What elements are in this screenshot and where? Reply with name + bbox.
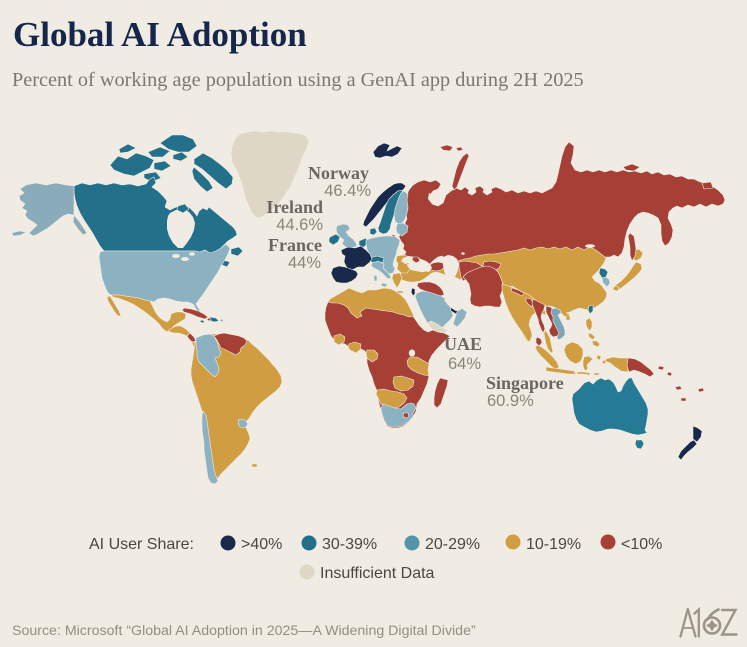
- svg-text:46.4%: 46.4%: [324, 182, 371, 200]
- svg-text:44.6%: 44.6%: [276, 216, 323, 234]
- svg-text:44%: 44%: [288, 254, 321, 272]
- svg-text:>40%: >40%: [241, 536, 282, 553]
- svg-text:Insufficient Data: Insufficient Data: [320, 565, 435, 582]
- svg-text:Percent of working age populat: Percent of working age population using …: [12, 69, 584, 91]
- svg-text:Singapore: Singapore: [486, 373, 564, 393]
- svg-text:Ireland: Ireland: [266, 197, 323, 217]
- svg-text:30-39%: 30-39%: [322, 536, 377, 553]
- svg-text:UAE: UAE: [444, 334, 482, 354]
- svg-text:France: France: [268, 235, 322, 255]
- svg-text:64%: 64%: [448, 355, 481, 373]
- svg-text:<10%: <10%: [621, 536, 662, 553]
- svg-text:Global AI Adoption: Global AI Adoption: [13, 15, 307, 54]
- svg-text:60.9%: 60.9%: [487, 392, 534, 410]
- svg-text:20-29%: 20-29%: [425, 536, 480, 553]
- svg-text:Norway: Norway: [308, 163, 369, 183]
- svg-text:AI User Share:: AI User Share:: [89, 536, 194, 553]
- svg-text:Source: Microsoft “Global AI A: Source: Microsoft “Global AI Adoption in…: [12, 623, 476, 639]
- svg-text:10-19%: 10-19%: [526, 536, 581, 553]
